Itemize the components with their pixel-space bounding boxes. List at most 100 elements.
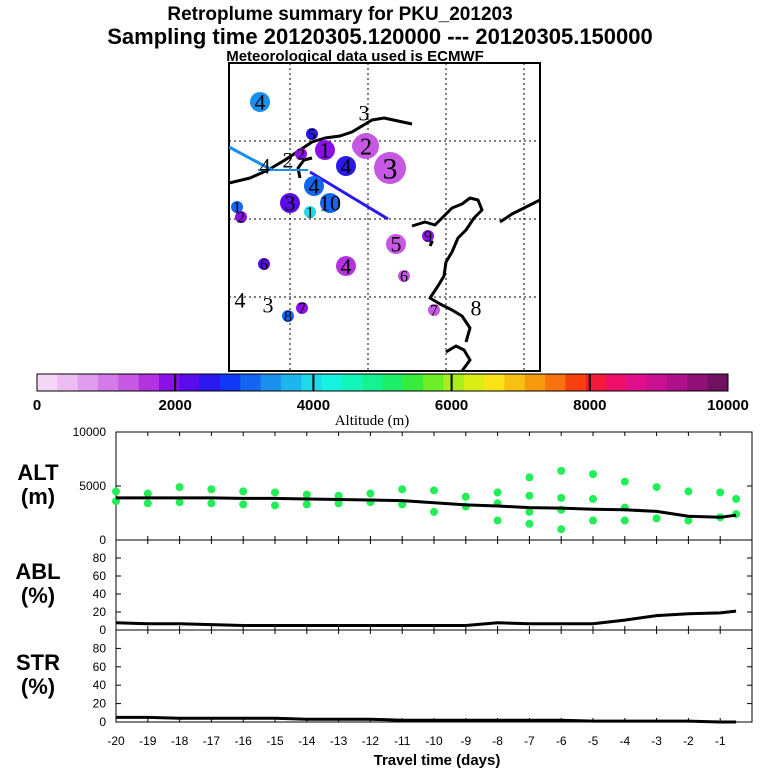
map-marker-label: 6 bbox=[260, 257, 268, 274]
scatter-point bbox=[239, 487, 248, 496]
scatter-point bbox=[493, 516, 502, 525]
colorbar-ticks: 0 2000 4000 6000 8000 10000 bbox=[33, 374, 749, 414]
y-tick-label: 60 bbox=[93, 660, 107, 674]
map-marker-label: 4 bbox=[341, 154, 352, 179]
colorbar-cell bbox=[667, 374, 688, 391]
colorbar-cell bbox=[219, 374, 241, 391]
colorbar-cell bbox=[402, 374, 424, 391]
colorbar-cell bbox=[158, 374, 180, 391]
y-tick-label: 40 bbox=[93, 587, 107, 601]
colorbar-cell bbox=[423, 374, 444, 391]
scatter-point bbox=[493, 488, 502, 497]
y-tick-label: 10000 bbox=[73, 425, 107, 439]
series-line bbox=[116, 496, 737, 519]
scatter-point bbox=[112, 487, 120, 496]
scatter-point bbox=[239, 500, 248, 509]
x-tick-label: -8 bbox=[492, 734, 503, 748]
y-tick-label: 0 bbox=[99, 623, 106, 637]
scatter-point bbox=[652, 483, 661, 492]
map-marker-label: 1 bbox=[233, 200, 241, 217]
x-tick-label: -14 bbox=[298, 734, 316, 748]
colorbar-cell bbox=[138, 374, 160, 391]
colorbar-cell bbox=[606, 374, 627, 391]
plume-lines bbox=[229, 145, 389, 221]
scatter-point bbox=[207, 485, 216, 494]
colorbar-cell bbox=[301, 374, 323, 391]
scatter-point bbox=[732, 494, 741, 503]
y-tick-label: 40 bbox=[93, 678, 107, 692]
colorbar-cell bbox=[626, 374, 648, 391]
x-tick-label: -16 bbox=[235, 734, 253, 748]
map-marker-label: 5 bbox=[391, 232, 402, 257]
map-marker-label: 10 bbox=[319, 191, 341, 216]
map-marker-label: 1 bbox=[306, 205, 314, 222]
x-tick-label: -19 bbox=[139, 734, 157, 748]
map-marker-dot bbox=[386, 234, 406, 254]
scatter-point bbox=[302, 500, 311, 509]
scatter-point bbox=[143, 489, 152, 498]
y-tick-label: 80 bbox=[93, 551, 107, 565]
panel-ylabel: (%) bbox=[21, 674, 55, 699]
map-marker-dot bbox=[304, 206, 316, 218]
scatter-point bbox=[557, 466, 566, 475]
colorbar-cell bbox=[524, 374, 546, 391]
map-markers: 42251243431011259646438778423 bbox=[231, 90, 482, 326]
x-tick-label: -17 bbox=[203, 734, 221, 748]
scatter-point bbox=[620, 477, 629, 486]
x-tick-label: -20 bbox=[107, 734, 125, 748]
map-marker-label: 8 bbox=[471, 296, 482, 321]
scatter-point bbox=[334, 499, 343, 508]
map-marker-label: 3 bbox=[285, 191, 296, 216]
x-axis-label: Travel time (days) bbox=[374, 752, 501, 768]
colorbar-cell bbox=[341, 374, 363, 391]
scatter-point bbox=[589, 516, 597, 525]
colorbar-cell bbox=[118, 374, 140, 391]
x-tick-label: -12 bbox=[362, 734, 380, 748]
scatter-point bbox=[430, 507, 438, 516]
map-marker-label: 9 bbox=[424, 229, 432, 246]
map-marker-label: 7 bbox=[298, 301, 306, 318]
panel-abl: 0 20 40 60 80 ABL(%) bbox=[15, 539, 753, 637]
x-tick-label: -10 bbox=[425, 734, 443, 748]
colorbar-tick-label: 8000 bbox=[573, 397, 606, 414]
scatter-point bbox=[716, 488, 725, 497]
title-line3: Meteorological data used is ECMWF bbox=[226, 48, 484, 65]
scatter-point bbox=[461, 492, 470, 501]
map-marker-label: 2 bbox=[237, 210, 245, 227]
scatter-point bbox=[525, 507, 534, 516]
colorbar-cell bbox=[687, 374, 709, 391]
colorbar-cells bbox=[37, 374, 729, 391]
map-marker-label: 4 bbox=[235, 288, 246, 313]
map-marker-dot bbox=[282, 310, 294, 322]
colorbar-cell bbox=[57, 374, 79, 391]
scatter-point bbox=[589, 494, 597, 503]
scatter-point bbox=[143, 499, 152, 508]
scatter-point bbox=[207, 499, 216, 508]
map-marker-label: 4 bbox=[341, 254, 352, 279]
y-tick-label: 20 bbox=[93, 697, 107, 711]
colorbar-cell bbox=[179, 374, 201, 391]
title-line2: Sampling time 20120305.120000 --- 201203… bbox=[107, 24, 653, 49]
colorbar-cell bbox=[707, 374, 729, 391]
map-marker-label: 2 bbox=[283, 148, 294, 173]
scatter-point bbox=[430, 486, 438, 495]
map-marker-dot bbox=[320, 193, 340, 213]
map-marker-label: 4 bbox=[255, 90, 266, 115]
scatter-point bbox=[398, 485, 407, 494]
colorbar-cell bbox=[240, 374, 262, 391]
colorbar-cell bbox=[463, 374, 485, 391]
panel-ylabel: ABL bbox=[15, 559, 60, 584]
scatter-point bbox=[398, 500, 407, 509]
panel-ylabel: (%) bbox=[21, 583, 55, 608]
colorbar-tick-label: 4000 bbox=[297, 397, 330, 414]
scatter-point bbox=[271, 501, 279, 510]
scatter-point bbox=[684, 487, 693, 496]
x-tick-label: -4 bbox=[619, 734, 630, 748]
scatter-point bbox=[652, 514, 661, 523]
colorbar: 0 2000 4000 6000 8000 10000 Altitude (m) bbox=[33, 373, 749, 429]
y-tick-label: 20 bbox=[93, 605, 107, 619]
scatter-point bbox=[589, 470, 597, 479]
panel-ylabel: ALT bbox=[17, 460, 59, 485]
scatter-point bbox=[525, 473, 534, 482]
